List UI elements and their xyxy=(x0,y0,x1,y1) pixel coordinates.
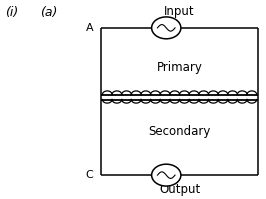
Text: (a): (a) xyxy=(40,6,57,19)
Circle shape xyxy=(152,17,181,39)
Circle shape xyxy=(152,164,181,186)
Text: Input: Input xyxy=(164,5,195,18)
Text: Output: Output xyxy=(159,183,200,196)
Text: (i): (i) xyxy=(5,6,19,19)
Text: Secondary: Secondary xyxy=(148,125,211,138)
Text: Primary: Primary xyxy=(157,61,202,74)
Text: A: A xyxy=(85,23,93,33)
Text: C: C xyxy=(85,170,93,180)
